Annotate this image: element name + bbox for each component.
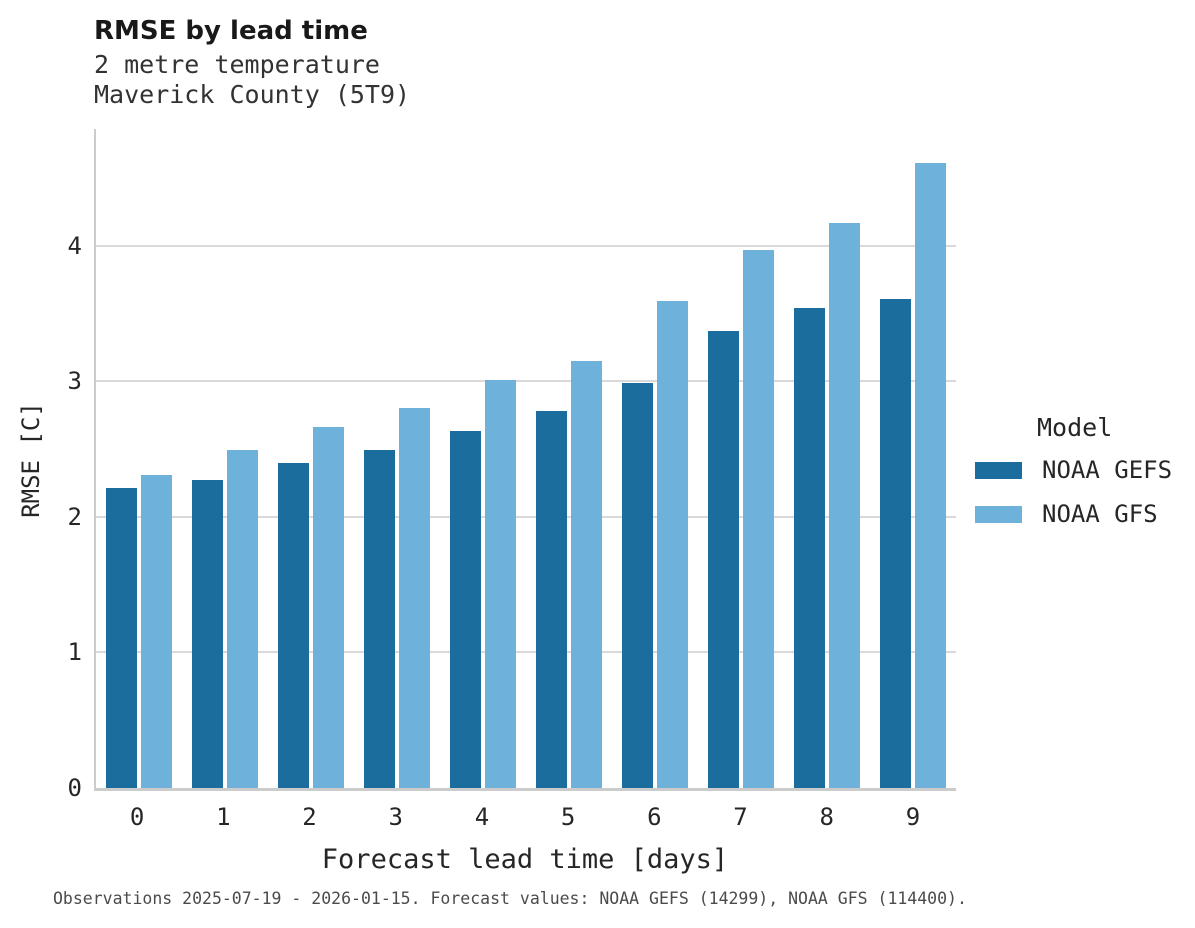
y-tick-label-0: 0 bbox=[67, 774, 82, 802]
x-tick-label-1: 1 bbox=[216, 803, 231, 831]
x-tick-label-5: 5 bbox=[560, 803, 576, 831]
chart-subtitle-line-2: Maverick County (5T9) bbox=[94, 80, 411, 109]
chart-subtitle: 2 metre temperature Maverick County (5T9) bbox=[94, 50, 410, 110]
plot-area: 0 1 2 3 4 bbox=[68, 129, 956, 800]
bar-noaa-gfs-day-7 bbox=[743, 249, 774, 788]
bar-noaa-gfs-day-9 bbox=[915, 162, 946, 788]
legend-swatch-icon bbox=[975, 505, 1022, 523]
footer-caption: Observations 2025-07-19 - 2026-01-15. Fo… bbox=[53, 889, 967, 908]
legend-entry-noaa-gefs: NOAA GEFS bbox=[975, 456, 1172, 484]
bar-noaa-gfs-day-0 bbox=[141, 474, 172, 788]
bar-noaa-gefs-day-8 bbox=[794, 308, 825, 788]
x-tick-label-6: 6 bbox=[647, 803, 662, 831]
bar-group-day-4 bbox=[440, 129, 526, 788]
bar-noaa-gfs-day-5 bbox=[571, 360, 602, 788]
bar-noaa-gefs-day-1 bbox=[192, 480, 223, 788]
bar-noaa-gfs-day-1 bbox=[227, 450, 258, 788]
gridline-y-1 bbox=[96, 651, 956, 654]
bar-group-day-2 bbox=[268, 129, 354, 788]
bar-noaa-gefs-day-5 bbox=[536, 411, 567, 788]
y-tick-label-4: 4 bbox=[67, 231, 82, 260]
x-tick-label-7: 7 bbox=[733, 803, 748, 831]
bar-noaa-gefs-day-0 bbox=[106, 488, 137, 788]
bar-group-day-1 bbox=[182, 129, 268, 788]
bar-noaa-gefs-day-7 bbox=[708, 331, 739, 788]
chart-title: RMSE by lead time bbox=[94, 16, 368, 46]
legend-entries: NOAA GEFS NOAA GFS bbox=[975, 456, 1172, 528]
x-tick-label-9: 9 bbox=[905, 803, 921, 831]
legend-title: Model bbox=[1037, 413, 1113, 442]
bar-group-day-5 bbox=[526, 129, 612, 788]
bar-noaa-gfs-day-8 bbox=[829, 222, 860, 788]
bar-group-day-6 bbox=[612, 129, 698, 788]
bar-group-day-0 bbox=[96, 129, 182, 788]
bar-noaa-gefs-day-4 bbox=[450, 431, 481, 788]
legend-swatch-icon bbox=[975, 461, 1022, 479]
bar-noaa-gfs-day-6 bbox=[657, 301, 688, 788]
legend: Model NOAA GEFS NOAA GFS bbox=[975, 413, 1172, 544]
gridline-y-3 bbox=[96, 380, 956, 383]
bar-noaa-gefs-day-3 bbox=[364, 450, 395, 788]
legend-label: NOAA GEFS bbox=[1042, 456, 1173, 484]
bar-noaa-gefs-day-2 bbox=[278, 462, 309, 788]
legend-label: NOAA GFS bbox=[1042, 500, 1158, 528]
y-tick-label-3: 3 bbox=[67, 367, 82, 396]
y-tick-label-2: 2 bbox=[67, 502, 82, 531]
y-axis-title: RMSE [C] bbox=[17, 402, 45, 518]
bar-group-day-9 bbox=[870, 129, 956, 788]
gridline-y-2 bbox=[96, 515, 956, 518]
x-tick-label-3: 3 bbox=[388, 803, 403, 831]
x-axis-ticks: 0 1 2 3 4 5 6 7 8 9 bbox=[94, 803, 956, 831]
x-tick-label-8: 8 bbox=[819, 803, 834, 831]
bar-group-day-3 bbox=[354, 129, 440, 788]
bar-noaa-gefs-day-6 bbox=[622, 382, 653, 788]
legend-entry-noaa-gfs: NOAA GFS bbox=[975, 500, 1172, 528]
bar-noaa-gfs-day-3 bbox=[399, 408, 430, 788]
bar-noaa-gfs-day-4 bbox=[485, 379, 516, 788]
x-tick-label-4: 4 bbox=[474, 803, 490, 831]
gridline-y-4 bbox=[96, 244, 956, 247]
x-tick-label-2: 2 bbox=[302, 803, 317, 831]
bars-layer bbox=[96, 129, 956, 788]
bar-noaa-gfs-day-2 bbox=[313, 427, 344, 788]
chart-subtitle-line-1: 2 metre temperature bbox=[94, 50, 380, 79]
y-tick-label-1: 1 bbox=[67, 638, 82, 667]
bar-group-day-7 bbox=[698, 129, 784, 788]
bar-group-day-8 bbox=[784, 129, 870, 788]
x-tick-label-0: 0 bbox=[129, 803, 145, 831]
bar-noaa-gefs-day-9 bbox=[880, 298, 911, 788]
x-axis-title: Forecast lead time [days] bbox=[321, 844, 729, 875]
